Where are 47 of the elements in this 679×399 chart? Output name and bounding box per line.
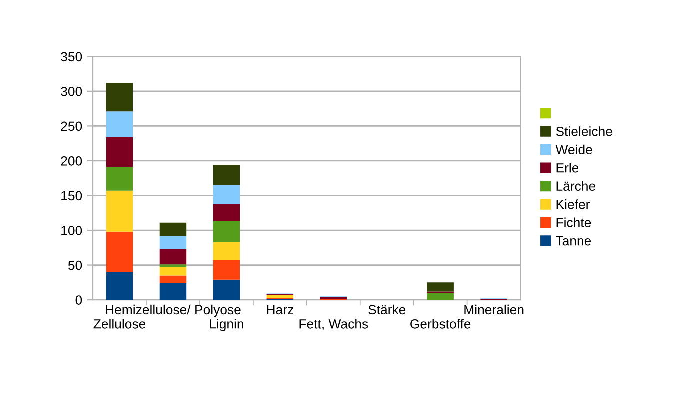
x-tick-label: Gerbstoffe (410, 319, 471, 329)
legend-label: Kiefer (556, 200, 590, 210)
y-tick-label: 100 (62, 226, 82, 236)
legend-label: Weide (556, 144, 592, 155)
bar (106, 137, 134, 168)
bar (160, 264, 187, 268)
bar (213, 185, 240, 204)
x-tick-label: Fett, Wachs (300, 319, 368, 330)
bar (160, 222, 187, 236)
bar (106, 190, 134, 232)
bar (213, 165, 240, 186)
bar (213, 242, 240, 260)
bar (266, 295, 294, 298)
bar (427, 282, 454, 292)
legend-label: Lärche (556, 181, 596, 192)
legend-label: Erle (556, 163, 579, 173)
bar (160, 267, 187, 276)
x-tick-label: Harz (267, 305, 294, 315)
bar (213, 260, 240, 280)
y-tick-label: 150 (62, 191, 82, 201)
bar (213, 280, 240, 300)
x-tick-label: Stärke (368, 304, 406, 315)
y-tick-label: 50 (68, 260, 82, 270)
x-tick-label: Mineralien (464, 304, 524, 315)
bar (106, 232, 134, 272)
y-tick-label: 350 (61, 52, 82, 62)
bar (160, 276, 187, 284)
y-tick-label: 250 (61, 122, 82, 132)
bar (160, 283, 187, 300)
bar (160, 236, 187, 250)
y-tick-label: 300 (61, 86, 82, 96)
y-tick-label: 200 (61, 156, 82, 166)
legend-label: Stieleiche (556, 126, 612, 136)
bar (106, 83, 134, 112)
y-tick-label: 0 (76, 296, 82, 305)
bar (106, 167, 134, 191)
bar (160, 249, 187, 265)
x-tick-label: Hemizellulose/ Polyose (106, 304, 241, 318)
bar (106, 112, 134, 138)
x-tick-label: Zellulose (94, 319, 146, 329)
bar (213, 204, 240, 222)
bar (106, 272, 134, 300)
bar (213, 221, 240, 242)
legend-label: Fichte (556, 218, 592, 228)
bar (427, 293, 454, 300)
legend-label: Tanne (556, 236, 592, 246)
x-tick-label: Lignin (210, 319, 244, 332)
